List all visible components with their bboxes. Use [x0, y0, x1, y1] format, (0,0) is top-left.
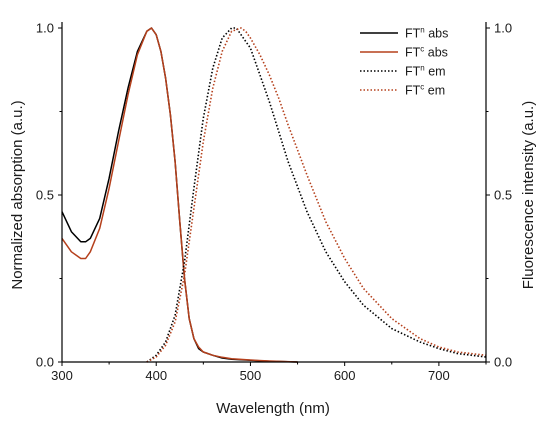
y-left-tick-label: 0.5	[36, 188, 54, 203]
legend-label-2: FTc abs	[405, 45, 448, 60]
y-left-tick-label: 0.0	[36, 355, 54, 370]
x-axis-title: Wavelength (nm)	[216, 400, 330, 417]
legend: FTn abs FTc abs FTn em FTc em	[360, 26, 448, 98]
legend-label-1: FTn abs	[405, 26, 448, 41]
y-right-tick-label: 0.5	[494, 188, 512, 203]
series-line-4	[146, 27, 487, 363]
x-tick-label: 500	[240, 368, 262, 383]
legend-label-4: FTc em	[405, 83, 445, 98]
y-right-tick-label: 1.0	[494, 21, 512, 36]
ticks: 300 400 500 600 700 0.0 0.5 1.0 0.0 0.5 1.0	[36, 21, 512, 384]
x-tick-label: 300	[51, 368, 73, 383]
x-tick-label: 400	[145, 368, 167, 383]
axes	[61, 22, 487, 363]
series-line-2	[61, 27, 298, 363]
y-right-tick-label: 0.0	[494, 355, 512, 370]
x-tick-label: 600	[334, 368, 356, 383]
legend-label-3: FTn em	[405, 64, 446, 79]
y-left-tick-label: 1.0	[36, 21, 54, 36]
series-line-1	[61, 27, 298, 363]
y-axis-title-left: Normalized absorption (a.u.)	[9, 100, 26, 289]
plot-lines	[61, 27, 487, 363]
y-axis-title-right: Fluorescence intensity (a.u.)	[520, 101, 537, 289]
x-tick-label: 700	[428, 368, 450, 383]
